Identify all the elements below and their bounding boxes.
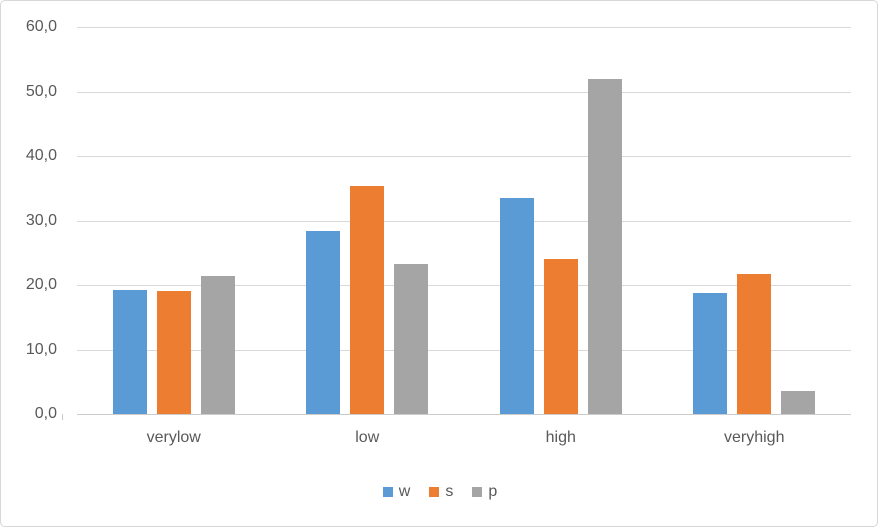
bar-p-veryhigh[interactable] [781, 391, 816, 414]
x-axis-label-veryhigh: veryhigh [724, 429, 785, 446]
legend-label: w [398, 483, 411, 500]
gridline [77, 156, 851, 157]
bar-s-verylow[interactable] [156, 291, 191, 414]
gridline [77, 27, 851, 28]
bar-w-high[interactable] [499, 197, 534, 414]
bar-s-veryhigh[interactable] [737, 274, 772, 414]
bar-s-low[interactable] [350, 186, 385, 414]
legend-entry-p[interactable]: p [472, 483, 497, 501]
gridline [77, 220, 851, 222]
gridline [77, 349, 851, 351]
y-axis-tick-label: 50,0 [25, 82, 57, 100]
gridline [77, 91, 851, 93]
gridline [77, 285, 851, 286]
y-axis-tick-label: 0,0 [34, 405, 57, 422]
x-axis-label-high: high [545, 429, 576, 446]
bar-p-verylow[interactable] [200, 275, 235, 414]
bar-p-high[interactable] [587, 79, 622, 414]
x-axis-label-verylow: verylow [146, 429, 201, 446]
y-axis-tick-label: 20,0 [25, 276, 57, 293]
bar-w-low[interactable] [306, 230, 341, 414]
y-axis-tick-label: 40,0 [25, 147, 57, 164]
bar-w-veryhigh[interactable] [693, 292, 728, 414]
x-axis-tick [62, 414, 63, 420]
legend-swatch-w [382, 487, 393, 497]
bar-w-verylow[interactable] [112, 289, 147, 414]
bar-s-high[interactable] [543, 259, 578, 414]
legend-swatch-s [429, 487, 440, 497]
legend-label: p [488, 483, 498, 500]
x-axis-label-low: low [355, 429, 380, 446]
legend-entry-s[interactable]: s [429, 483, 453, 501]
bar-p-low[interactable] [394, 264, 429, 414]
legend-label: s [445, 483, 454, 500]
y-axis-tick-label: 30,0 [25, 211, 57, 229]
legend-swatch-p [472, 487, 483, 497]
y-axis-tick-label: 60,0 [25, 18, 57, 35]
legend-entry-w[interactable]: w [382, 483, 411, 501]
y-axis-tick-label: 10,0 [25, 340, 57, 358]
x-axis-line [77, 414, 851, 415]
